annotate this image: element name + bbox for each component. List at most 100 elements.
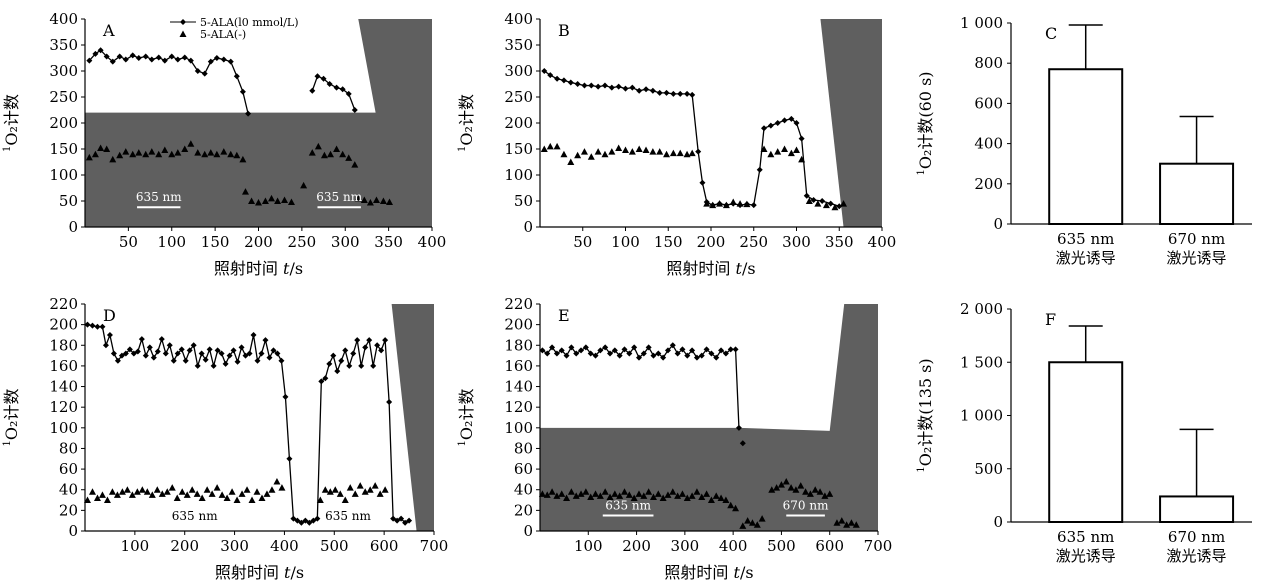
data-point-diamond	[286, 455, 293, 462]
data-point-triangle	[218, 491, 226, 498]
data-point-triangle	[138, 486, 146, 493]
x-tick-label: 700	[864, 537, 893, 555]
data-point-diamond	[222, 360, 229, 367]
y-label-superscript: 1	[457, 440, 468, 446]
data-point-diamond	[663, 89, 670, 96]
data-point-triangle	[181, 145, 189, 152]
data-point-triangle	[248, 496, 256, 504]
laser-period-label: 670 nm	[783, 499, 829, 513]
data-point-triangle	[268, 194, 276, 202]
y-tick-label: 0	[68, 218, 78, 236]
data-point-triangle	[774, 148, 782, 155]
y-tick-label: 100	[49, 166, 78, 184]
y-axis-label: 1O₂计数	[2, 94, 21, 152]
data-point-diamond	[597, 347, 604, 354]
y-tick-label: 140	[504, 378, 533, 396]
y-tick-label: 1 000	[960, 407, 1003, 425]
data-point-diamond	[135, 55, 142, 61]
y-tick-label: 50	[514, 192, 533, 210]
data-point-diamond	[322, 375, 329, 382]
data-point-triangle	[187, 140, 195, 147]
data-point-triangle	[717, 494, 725, 501]
data-point-triangle	[727, 501, 735, 509]
y-label-superscript: 1	[916, 169, 927, 175]
panel-d: 0 20 40 60 80 100 120 140 160 180 200 220 100 200 300 4…	[49, 295, 448, 582]
data-point-triangle	[577, 490, 585, 497]
data-point-diamond	[398, 515, 405, 522]
data-point-triangle	[220, 148, 228, 155]
data-point-triangle	[168, 150, 176, 158]
data-point-diamond	[587, 350, 594, 357]
data-point-triangle	[385, 198, 393, 206]
data-point-triangle	[716, 200, 724, 207]
data-point-triangle	[802, 488, 810, 495]
data-point-triangle	[574, 151, 582, 159]
category-label: 635 nm	[1057, 230, 1114, 248]
data-point-triangle	[174, 149, 182, 156]
data-point-diamond	[282, 393, 289, 400]
y-tick-label: 1 000	[960, 14, 1003, 32]
y-tick-label: 50	[59, 192, 78, 210]
x-tick-label: 100	[574, 537, 603, 555]
data-point-diamond	[750, 202, 757, 209]
data-point-triangle	[744, 517, 752, 524]
data-point-diamond	[756, 166, 763, 173]
data-point-triangle	[103, 496, 111, 504]
data-point-triangle	[753, 521, 761, 528]
data-point-triangle	[553, 142, 561, 150]
data-point-triangle	[821, 492, 829, 499]
data-point-triangle	[223, 494, 231, 501]
data-point-triangle	[622, 146, 629, 154]
data-point-diamond	[781, 117, 788, 124]
data-point-diamond	[310, 517, 317, 524]
data-point-triangle	[543, 491, 551, 498]
data-point-diamond	[138, 336, 145, 343]
y-tick-label: 80	[514, 439, 533, 457]
data-point-diamond	[330, 352, 337, 359]
data-point-diamond	[656, 89, 663, 96]
y-tick-label: 140	[49, 378, 78, 396]
data-point-diamond	[306, 519, 313, 526]
y-label-text: O₂计数(60 s)	[916, 71, 935, 169]
data-point-diamond	[226, 352, 233, 359]
data-point-triangle	[255, 199, 262, 206]
data-point-triangle	[787, 149, 795, 157]
bar	[1159, 495, 1235, 524]
data-point-triangle	[155, 150, 163, 158]
data-point-diamond	[103, 53, 110, 60]
data-point-diamond	[689, 347, 696, 354]
data-point-triangle	[729, 198, 737, 206]
data-point-diamond	[182, 357, 189, 364]
data-point-diamond	[290, 515, 297, 522]
data-point-diamond	[186, 347, 193, 354]
data-point-diamond	[588, 82, 595, 89]
data-point-diamond	[213, 55, 220, 61]
data-point-diamond	[819, 198, 826, 204]
x-label-variable: t	[284, 563, 291, 582]
x-tick-label: 500	[767, 537, 796, 555]
data-point-triangle	[601, 488, 609, 495]
data-point-triangle	[97, 144, 105, 151]
data-point-diamond	[382, 337, 389, 344]
data-point-diamond	[242, 352, 249, 359]
data-point-triangle	[758, 515, 766, 522]
y-tick-label: 200	[49, 316, 78, 334]
data-point-triangle	[606, 493, 614, 500]
data-point-diamond	[339, 86, 346, 93]
data-point-diamond	[326, 360, 333, 367]
data-point-triangle	[838, 517, 846, 524]
data-point-diamond	[722, 350, 729, 357]
data-point-triangle	[109, 155, 117, 163]
data-point-diamond	[227, 58, 234, 65]
data-point-diamond	[727, 346, 734, 353]
x-label-text: 照射时间	[215, 563, 284, 582]
data-point-triangle	[356, 482, 364, 489]
data-point-diamond	[553, 350, 560, 357]
x-tick-label: 700	[420, 537, 449, 555]
data-point-diamond	[302, 517, 309, 524]
data-point-triangle	[228, 488, 236, 495]
data-point-triangle	[611, 490, 619, 497]
data-point-triangle	[703, 200, 711, 207]
data-point-diamond	[684, 90, 691, 97]
